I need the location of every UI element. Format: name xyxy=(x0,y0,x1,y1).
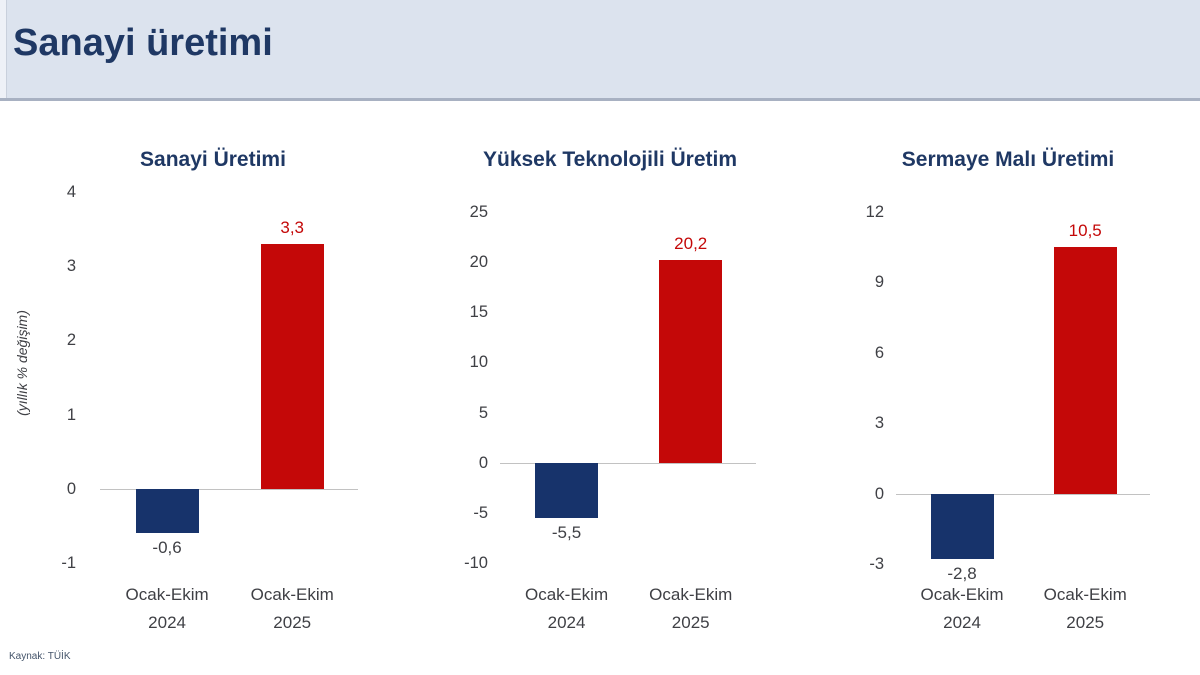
bar-2024 xyxy=(930,493,994,560)
value-label: -2,8 xyxy=(947,564,977,584)
category-label-line: Ocak-Ekim xyxy=(125,585,209,604)
y-tick-label: 0 xyxy=(478,453,488,472)
chart-title: Yüksek Teknolojili Üretim xyxy=(482,148,738,171)
category-label: Ocak-Ekim 2024 xyxy=(126,581,209,637)
y-tick-label: 15 xyxy=(469,303,488,322)
bar-2024 xyxy=(135,488,199,534)
category-label-line: 2025 xyxy=(1066,613,1105,632)
y-tick-label: 25 xyxy=(469,203,488,221)
y-tick-label: 0 xyxy=(66,479,76,498)
y-tick-label: 12 xyxy=(865,203,884,221)
category-label-line: 2025 xyxy=(671,613,710,632)
category-label-line: Ocak-Ekim xyxy=(920,585,1004,604)
value-label: -0,6 xyxy=(152,538,182,558)
x-axis-line xyxy=(500,463,756,464)
category-label-line: Ocak-Ekim xyxy=(649,585,733,604)
category-label: Ocak-Ekim 2025 xyxy=(1044,581,1127,637)
y-tick-label: 3 xyxy=(66,257,76,276)
category-label-line: 2024 xyxy=(943,613,981,632)
y-tick-label: 6 xyxy=(874,343,884,362)
category-label: Ocak-Ekim 2025 xyxy=(251,581,334,637)
category-label-line: Ocak-Ekim xyxy=(1043,585,1127,604)
y-tick-label: -1 xyxy=(61,554,76,572)
y-tick-label: 20 xyxy=(469,253,488,272)
y-tick-label: 5 xyxy=(478,403,488,422)
value-label: 20,2 xyxy=(674,234,708,254)
slide-header: Sanayi üretimi xyxy=(0,0,1200,101)
category-label-line: Ocak-Ekim xyxy=(524,585,609,604)
bar-2024 xyxy=(535,462,599,518)
y-axis-label: (yıllık % değişim) xyxy=(14,310,30,416)
bar-2025 xyxy=(1053,247,1117,494)
source-note: Kaynak: TÜİK xyxy=(9,651,71,662)
bar-2025 xyxy=(260,243,324,489)
y-tick-label: 4 xyxy=(66,183,76,201)
y-tick-label: -5 xyxy=(473,503,488,522)
category-label: Ocak-Ekim 2024 xyxy=(525,581,608,637)
y-tick-label: 1 xyxy=(66,405,76,424)
y-tick-label: 2 xyxy=(66,331,76,350)
y-tick-label: 10 xyxy=(469,353,488,372)
value-label: 3,3 xyxy=(280,217,305,237)
chart-title: Sermaye Malı Üretimi xyxy=(901,148,1115,171)
category-label-line: 2024 xyxy=(547,613,586,632)
chart-title: Sanayi Üretimi xyxy=(140,148,286,171)
bar-2025 xyxy=(659,260,723,463)
header-accent xyxy=(0,0,7,98)
x-axis-line xyxy=(896,494,1150,495)
y-tick-label: 9 xyxy=(874,273,884,292)
y-tick-label: 0 xyxy=(874,484,884,503)
category-label: Ocak-Ekim 2024 xyxy=(920,581,1003,637)
y-tick-label: 3 xyxy=(874,414,884,433)
x-axis-line xyxy=(100,489,358,490)
category-label-line: 2024 xyxy=(148,613,186,632)
value-label: -5,5 xyxy=(551,522,582,542)
y-tick-label: -3 xyxy=(869,555,884,574)
category-label-line: 2025 xyxy=(273,613,312,632)
category-label-line: Ocak-Ekim xyxy=(250,585,334,604)
y-tick-label: -10 xyxy=(464,554,488,573)
value-label: 10,5 xyxy=(1068,221,1102,241)
category-label: Ocak-Ekim 2025 xyxy=(649,581,732,637)
page-title: Sanayi üretimi xyxy=(13,22,273,64)
